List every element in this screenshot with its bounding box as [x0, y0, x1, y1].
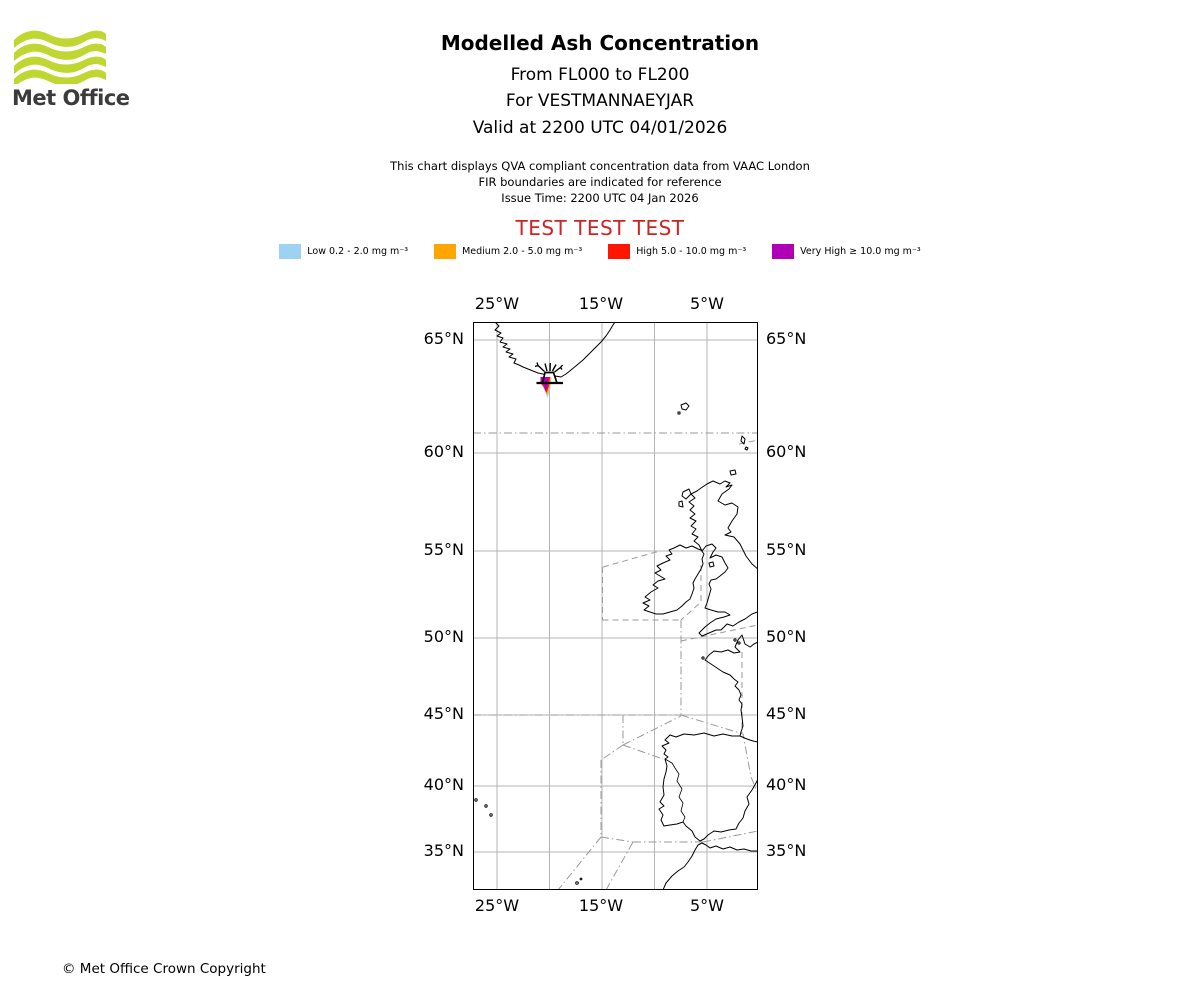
porto-santo-dot [579, 877, 583, 881]
madeira-dot [575, 881, 579, 885]
north-africa-coastline [662, 842, 758, 890]
fir-boundary-lisboa-junction [600, 715, 682, 837]
page-title: Modelled Ash Concentration [440, 31, 760, 55]
legend-item-very-high: Very High ≥ 10.0 mg m⁻³ [772, 243, 921, 259]
lon-tick-top-15w: 15°W [578, 294, 624, 313]
lat-tick-left-45n: 45°N [423, 704, 464, 723]
faroe-islands-coastline [677, 402, 690, 415]
graticule-gridlines [473, 322, 758, 890]
copyright-notice: © Met Office Crown Copyright [62, 961, 266, 977]
test-banner: TEST TEST TEST [515, 216, 685, 240]
lat-tick-right-50n: 50°N [766, 627, 807, 646]
lat-tick-right-55n: 55°N [766, 540, 807, 559]
lat-tick-right-65n: 65°N [766, 329, 807, 348]
lat-tick-left-35n: 35°N [423, 841, 464, 860]
ash-plume-group [534, 362, 564, 398]
map-plot [473, 322, 758, 890]
iceland-coastline [494, 322, 616, 378]
legend-item-high: High 5.0 - 10.0 mg m⁻³ [608, 243, 747, 259]
lon-tick-bottom-15w: 15°W [578, 896, 624, 915]
shetland-coastline [740, 435, 749, 451]
ouessant-dot [701, 656, 705, 660]
lat-tick-left-40n: 40°N [423, 775, 464, 794]
pyrenees-border [739, 735, 758, 743]
lat-tick-left-60n: 60°N [423, 442, 464, 461]
fir-boundary-channel [680, 624, 758, 642]
logo-wordmark: Met Office [12, 86, 130, 110]
azores-dot [474, 798, 478, 802]
map-svg [473, 322, 758, 890]
legend-swatch-medium [434, 243, 457, 259]
legend-label-very-high: Very High ≥ 10.0 mg m⁻³ [800, 245, 921, 257]
lon-tick-bottom-25w: 25°W [474, 896, 520, 915]
legend: Low 0.2 - 2.0 mg m⁻³ Medium 2.0 - 5.0 mg… [0, 242, 1200, 260]
azores-dot [484, 804, 488, 808]
france-iberia-coastline [658, 634, 758, 842]
lat-tick-left-55n: 55°N [423, 540, 464, 559]
fir-boundary-nota [738, 439, 758, 445]
lon-tick-top-5w: 5°W [690, 294, 724, 313]
legend-swatch-high [608, 243, 631, 259]
channel-island-dot [737, 641, 741, 645]
note-qva: This chart displays QVA compliant concen… [390, 159, 810, 173]
fir-boundary-south [557, 830, 758, 890]
fir-boundary-shannon-north [602, 551, 660, 568]
legend-item-low: Low 0.2 - 2.0 mg m⁻³ [279, 243, 409, 259]
legend-swatch-very-high [772, 243, 795, 259]
orkney-coastline [729, 469, 737, 476]
legend-item-medium: Medium 2.0 - 5.0 mg m⁻³ [434, 243, 583, 259]
isle-of-man-coastline [708, 561, 715, 568]
note-fir: FIR boundaries are indicated for referen… [478, 175, 722, 189]
subtitle-volcano: For VESTMANNAEYJAR [505, 91, 695, 111]
great-britain-coastline [688, 480, 758, 637]
ireland-coastline [642, 544, 705, 615]
lat-tick-right-35n: 35°N [766, 841, 807, 860]
lat-tick-right-40n: 40°N [766, 775, 807, 794]
subtitle-flight-levels: From FL000 to FL200 [510, 65, 690, 85]
subtitle-valid-time: Valid at 2200 UTC 04/01/2026 [472, 118, 728, 138]
lat-tick-left-65n: 65°N [423, 329, 464, 348]
legend-swatch-low [279, 243, 302, 259]
lat-tick-left-50n: 50°N [423, 627, 464, 646]
portugal-spain-border [664, 758, 686, 823]
legend-label-low: Low 0.2 - 2.0 mg m⁻³ [307, 245, 409, 257]
map-border [473, 322, 758, 890]
small-islands [474, 638, 741, 885]
fir-boundaries [473, 432, 758, 890]
lon-tick-top-25w: 25°W [474, 294, 520, 313]
lat-tick-right-45n: 45°N [766, 704, 807, 723]
legend-label-high: High 5.0 - 10.0 mg m⁻³ [636, 245, 747, 257]
fir-boundary-madrid-ne [680, 714, 758, 795]
volcano-eruption-rays [534, 362, 564, 373]
legend-label-medium: Medium 2.0 - 5.0 mg m⁻³ [462, 245, 583, 257]
channel-island-dot [733, 638, 737, 642]
fir-boundary-irish-sea [680, 565, 702, 621]
hebrides-coastline [678, 488, 692, 508]
azores-dot [489, 813, 493, 817]
lon-tick-bottom-5w: 5°W [690, 896, 724, 915]
note-issue-time: Issue Time: 2200 UTC 04 Jan 2026 [501, 191, 699, 205]
coastlines [474, 322, 758, 890]
lat-tick-right-60n: 60°N [766, 442, 807, 461]
